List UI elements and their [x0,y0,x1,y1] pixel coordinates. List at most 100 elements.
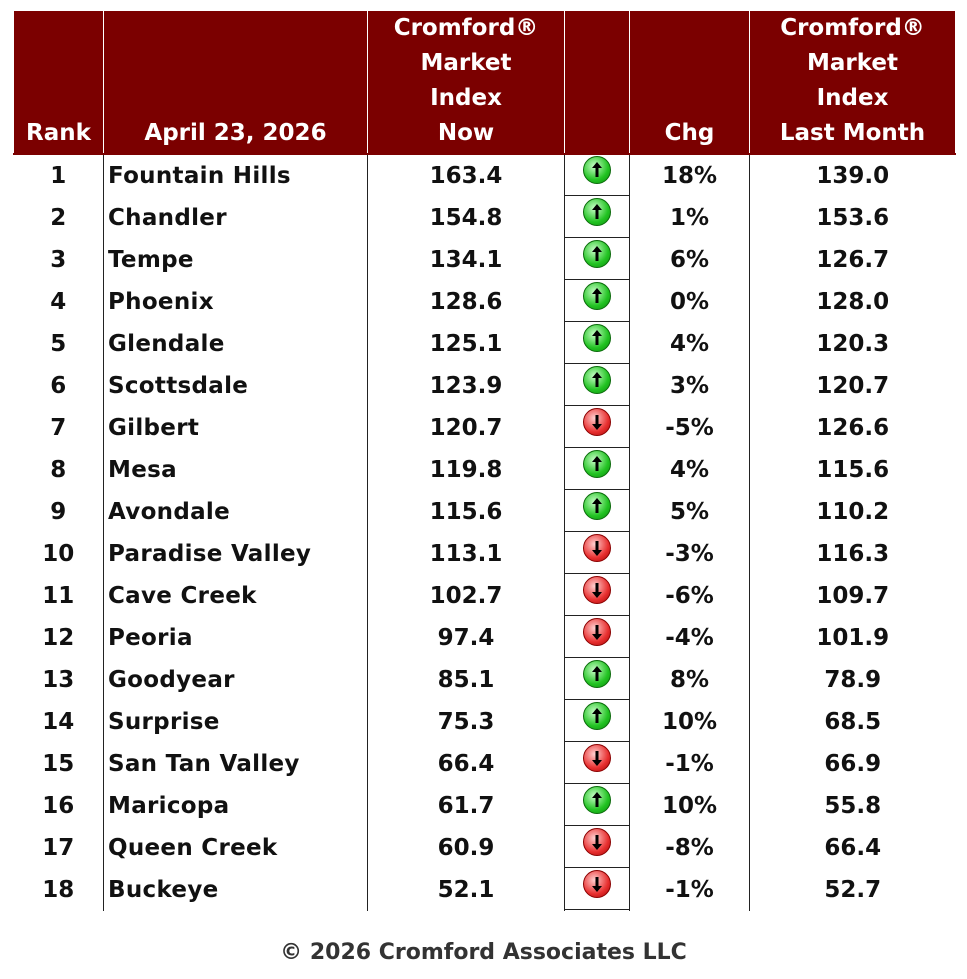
rank-cell: 7 [13,407,104,449]
arrow-down-icon [583,534,611,562]
index-last-month-value: 78.9 [824,667,882,693]
change-percent: -4% [629,617,750,659]
change-percent: -6% [629,575,750,617]
table-row: 16 Maricopa 61.7 10% 55.8 [13,785,956,827]
change-percent: 8% [629,659,750,701]
header-rank: Rank [13,10,104,155]
table-row: 11 Cave Creek 102.7 -6% 109.7 [13,575,956,617]
index-now-value: 119.8 [367,449,565,491]
change-percent: -1% [629,743,750,785]
city-name: Gilbert [103,407,368,449]
index-last-month-value: 120.3 [816,331,890,357]
rank-cell: 15 [13,743,104,785]
header-last-line: Market [806,50,899,76]
index-now-value: 75.3 [367,701,565,743]
city-name: Avondale [103,491,368,533]
trend-cell [564,701,630,743]
index-now-value: 97.4 [367,617,565,659]
index-now-value: 120.7 [367,407,565,449]
trend-cell [564,365,630,407]
trend-box [565,744,629,784]
arrow-down-icon [583,744,611,772]
table-row: 5 Glendale 125.1 4% 120.3 [13,323,956,365]
rank-cell: 1 [13,154,104,197]
index-now-value: 102.7 [367,575,565,617]
change-percent: 5% [629,491,750,533]
city-name: San Tan Valley [103,743,368,785]
arrow-up-icon [583,492,611,520]
market-index-table-container: Rank April 23, 2026 Cromford® Market Ind… [13,10,956,911]
table-row: 15 San Tan Valley 66.4 -1% 66.9 [13,743,956,785]
arrow-up-icon [583,786,611,814]
arrow-up-icon [583,324,611,352]
index-last-month-value: 126.6 [816,415,890,441]
change-percent: -3% [629,533,750,575]
trend-box [565,618,629,658]
trend-box [565,702,629,742]
index-last-month-value: 139.0 [816,163,890,189]
trend-box [565,576,629,616]
trend-cell [564,617,630,659]
trend-cell [564,533,630,575]
city-name: Chandler [103,197,368,239]
arrow-up-icon [583,198,611,226]
city-name: Maricopa [103,785,368,827]
rank-cell: 10 [13,533,104,575]
index-now-value: 134.1 [367,239,565,281]
index-now-value: 115.6 [367,491,565,533]
city-name: Paradise Valley [103,533,368,575]
index-now-value: 61.7 [367,785,565,827]
index-now-value: 85.1 [367,659,565,701]
header-chg: Chg [629,10,750,155]
index-last-month-value: 126.7 [816,247,890,273]
index-last-month-value: 109.7 [816,583,890,609]
trend-box [565,492,629,532]
city-name: Goodyear [103,659,368,701]
arrow-up-icon [583,240,611,268]
rank-cell: 17 [13,827,104,869]
trend-cell [564,575,630,617]
header-now-line: Market [420,50,512,76]
change-percent: 3% [629,365,750,407]
header-last-line: Cromford® [780,15,925,41]
table-body: 1 Fountain Hills 163.4 18% 139.0 2 Chandler 154… [13,154,956,911]
arrow-down-icon [583,408,611,436]
rank-cell: 18 [13,869,104,911]
header-index-last-month: Cromford® Market Index Last Month [749,10,956,155]
trend-box [565,240,629,280]
header-last-line: Last Month [779,120,926,146]
header-now-line: Now [437,120,495,146]
index-now-value: 123.9 [367,365,565,407]
rank-cell: 4 [13,281,104,323]
change-percent: 4% [629,323,750,365]
trend-box [565,660,629,700]
index-last-month-value: 52.7 [824,877,882,903]
index-now-value: 163.4 [367,154,565,197]
trend-cell [564,827,630,869]
index-last-month-value: 110.2 [816,499,890,525]
header-arrow [564,10,630,155]
trend-cell [564,491,630,533]
table-row: 3 Tempe 134.1 6% 126.7 [13,239,956,281]
trend-box [565,366,629,406]
index-last-month-value: 120.7 [816,373,890,399]
city-name: Queen Creek [103,827,368,869]
trend-cell [564,785,630,827]
index-last-month-value: 153.6 [816,205,890,231]
market-index-table: Rank April 23, 2026 Cromford® Market Ind… [13,10,956,911]
city-name: Phoenix [103,281,368,323]
trend-cell [564,239,630,281]
trend-box [565,408,629,448]
rank-cell: 14 [13,701,104,743]
trend-box [565,198,629,238]
trend-cell [564,449,630,491]
trend-cell [564,323,630,365]
index-now-value: 113.1 [367,533,565,575]
arrow-up-icon [583,156,611,184]
arrow-down-icon [583,618,611,646]
city-name: Mesa [103,449,368,491]
table-row: 13 Goodyear 85.1 8% 78.9 [13,659,956,701]
arrow-up-icon [583,702,611,730]
change-percent: 0% [629,281,750,323]
arrow-down-icon [583,576,611,604]
